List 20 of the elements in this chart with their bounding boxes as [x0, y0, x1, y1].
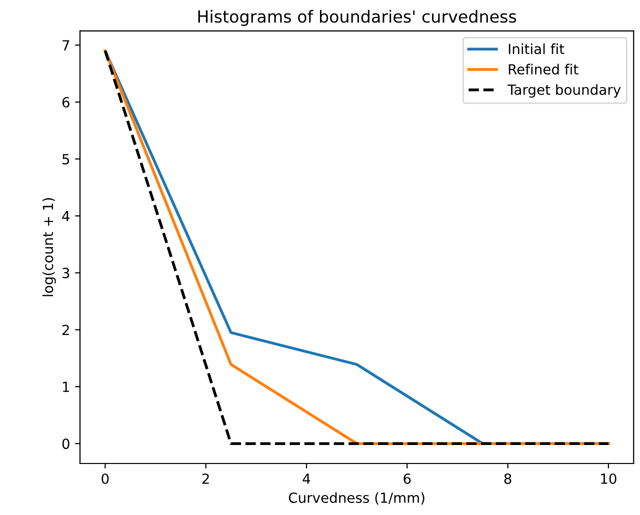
chart-title: Histograms of boundaries' curvedness: [198, 10, 516, 26]
y-tick-label: 2: [62, 324, 69, 336]
x-tick-label: 10: [601, 473, 616, 484]
y-tick-label: 6: [62, 97, 70, 108]
y-tick-label: 7: [62, 40, 70, 50]
x-tick-label: 6: [404, 473, 411, 484]
y-axis-title: log(count + 1): [42, 198, 56, 296]
x-tick-label: 4: [302, 474, 310, 484]
y-tick-label: 0: [62, 438, 70, 450]
y-tick-label: 1: [62, 382, 69, 392]
x-tick-label: 2: [202, 473, 209, 484]
x-axis-title: Curvedness (1/mm): [288, 492, 424, 505]
legend-label: Initial fit: [508, 43, 564, 54]
y-tick-label: 5: [62, 154, 70, 164]
y-tick-label: 4: [62, 211, 70, 222]
x-tick-label: 8: [504, 473, 512, 484]
x-tick-label: 0: [102, 473, 109, 484]
legend-label: Target boundary: [507, 84, 621, 98]
y-tick-label: 3: [62, 268, 70, 278]
legend-label: Refined fit: [508, 64, 578, 75]
